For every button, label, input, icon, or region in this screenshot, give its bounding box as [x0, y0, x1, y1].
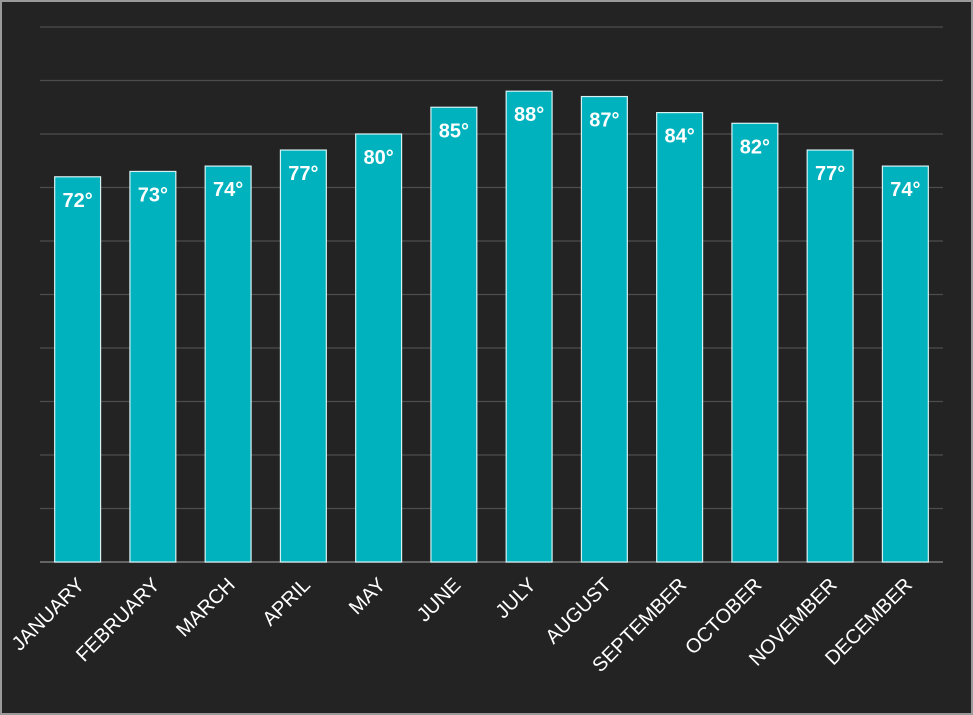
tick-label-may: MAY	[345, 574, 390, 619]
tick-label-june: JUNE	[413, 574, 465, 626]
data-label-january: 72°	[63, 190, 93, 212]
bar-june	[430, 106, 478, 563]
bar-april	[279, 149, 327, 563]
tick-label-august: AUGUST	[541, 574, 615, 648]
tick-label-march: MARCH	[172, 574, 239, 641]
data-label-december: 74°	[890, 179, 920, 201]
data-label-october: 82°	[740, 136, 770, 158]
data-label-march: 74°	[213, 179, 243, 201]
bar-july	[505, 90, 553, 563]
bar-august	[580, 95, 628, 563]
data-label-july: 88°	[514, 104, 544, 126]
bar-february	[129, 170, 177, 563]
gridlines	[40, 26, 943, 563]
bar-may	[355, 133, 403, 563]
data-labels: 72° 73° 74° 77° 80° 85° 88° 87° 84° 82° 77° 74°	[63, 104, 921, 212]
data-label-february: 73°	[138, 184, 168, 206]
bars	[54, 90, 929, 563]
bar-march	[204, 165, 252, 563]
bar-october	[731, 122, 779, 563]
data-label-september: 84°	[665, 126, 695, 148]
bar-january	[54, 176, 102, 563]
data-label-april: 77°	[288, 163, 318, 185]
tick-label-january: JANUARY	[8, 574, 89, 655]
data-label-august: 87°	[589, 110, 619, 132]
tick-label-april: APRIL	[258, 574, 314, 630]
bar-december	[881, 165, 929, 563]
data-label-june: 85°	[439, 120, 469, 142]
tick-label-july: JULY	[492, 574, 541, 623]
bar-november	[806, 149, 854, 563]
bar-september	[656, 111, 704, 563]
data-label-may: 80°	[364, 147, 394, 169]
data-label-november: 77°	[815, 163, 845, 185]
